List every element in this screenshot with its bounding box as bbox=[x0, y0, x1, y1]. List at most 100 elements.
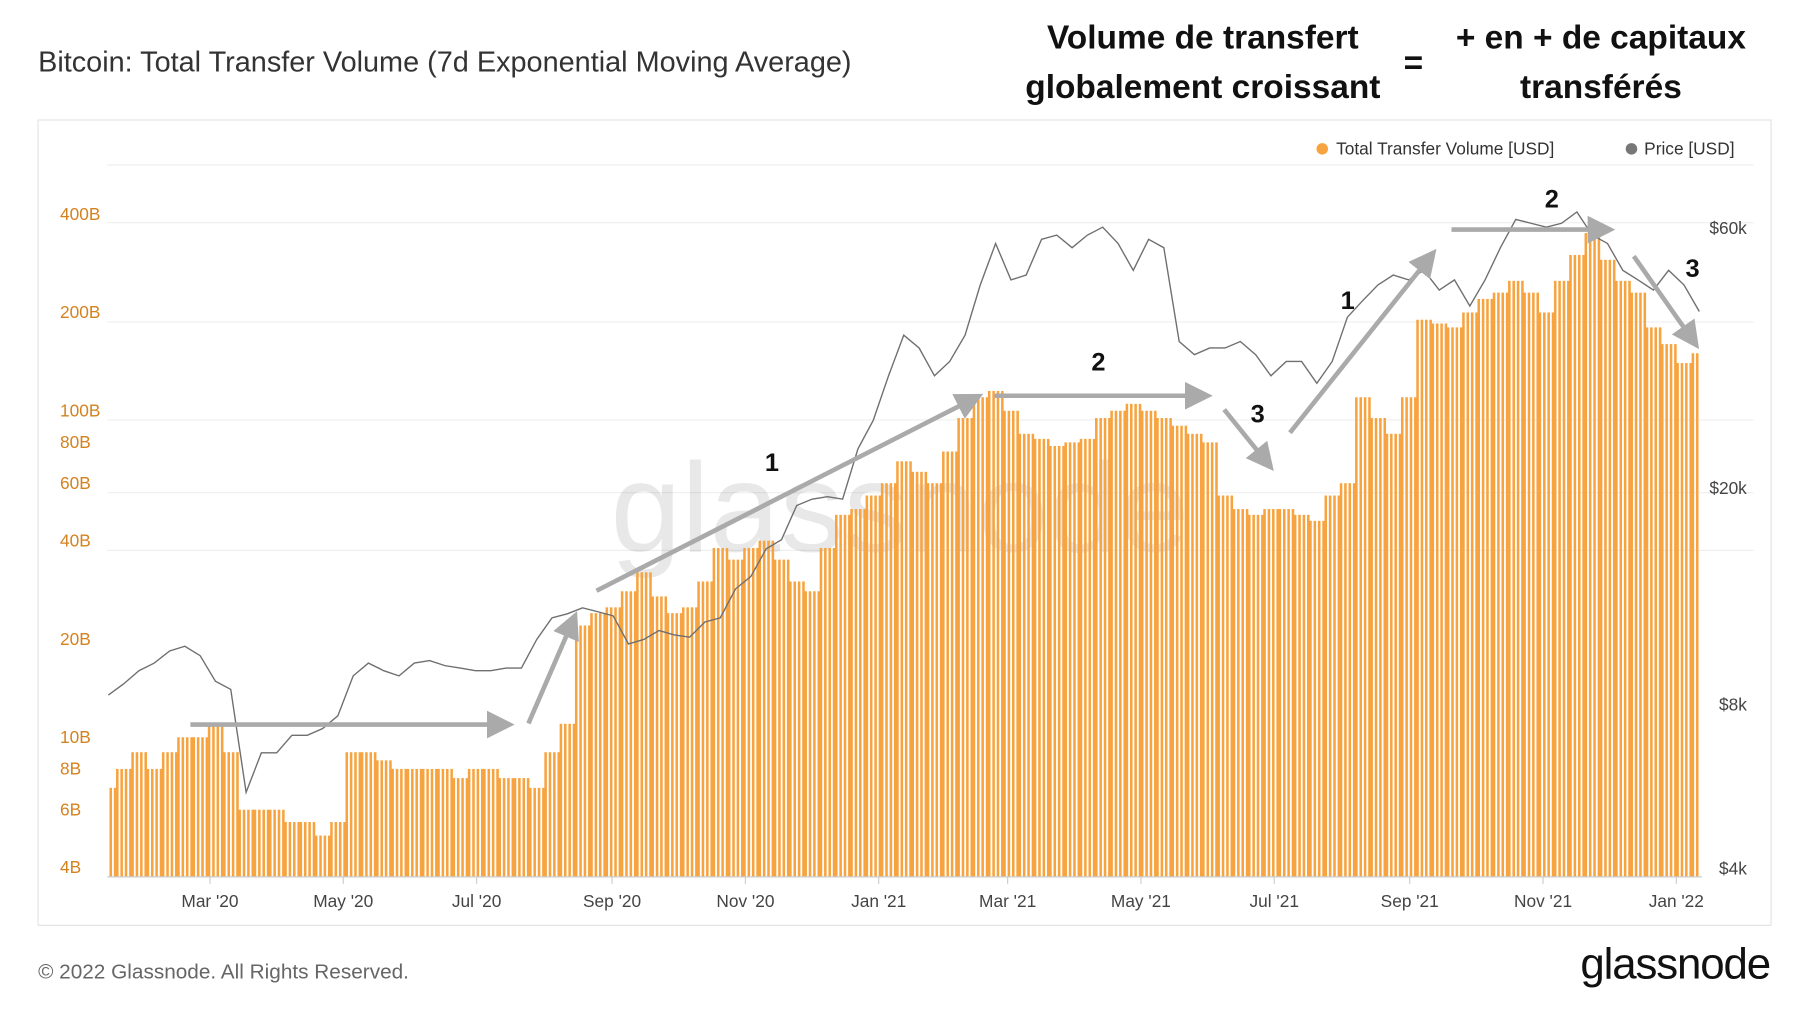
volume-bar bbox=[1099, 418, 1102, 877]
volume-bar bbox=[1199, 433, 1203, 877]
volume-bar bbox=[293, 822, 296, 877]
volume-bar bbox=[319, 835, 322, 877]
volume-bar bbox=[1049, 445, 1052, 877]
volume-bar bbox=[135, 752, 139, 877]
volume-bar bbox=[1221, 495, 1225, 877]
legend-volume-label[interactable]: Total Transfer Volume [USD] bbox=[1336, 139, 1554, 159]
volume-bar bbox=[461, 778, 464, 877]
volume-bar bbox=[1333, 495, 1336, 877]
volume-bar bbox=[1582, 254, 1585, 877]
volume-bar bbox=[411, 768, 414, 877]
volume-bar bbox=[511, 778, 515, 877]
volume-bar bbox=[651, 596, 654, 877]
volume-bar bbox=[266, 809, 270, 877]
volume-bar bbox=[590, 613, 593, 877]
legend-price-dot bbox=[1625, 143, 1638, 155]
volume-bar bbox=[1416, 319, 1419, 877]
volume-bar bbox=[987, 390, 991, 877]
volume-bar bbox=[942, 451, 945, 877]
volume-bar bbox=[223, 752, 226, 877]
volume-bar bbox=[242, 809, 246, 877]
volume-bar bbox=[1451, 327, 1454, 877]
volume-bar bbox=[664, 596, 668, 877]
volume-bar bbox=[253, 809, 257, 877]
volume-bar bbox=[542, 787, 545, 877]
x-tick-label: Jul '20 bbox=[452, 891, 501, 911]
volume-bar bbox=[1206, 442, 1210, 877]
volume-bar bbox=[824, 547, 827, 877]
volume-bar bbox=[966, 418, 969, 877]
volume-bar bbox=[568, 723, 571, 877]
volume-bar bbox=[327, 835, 331, 877]
volume-bar bbox=[1440, 323, 1443, 877]
trend-arrow bbox=[1288, 248, 1437, 435]
volume-bar bbox=[572, 723, 576, 877]
volume-bar bbox=[758, 540, 762, 877]
volume-bar bbox=[640, 572, 644, 877]
volume-bar bbox=[1202, 442, 1205, 877]
volume-bar bbox=[636, 572, 639, 877]
volume-bar bbox=[1053, 445, 1057, 877]
volume-bar bbox=[185, 737, 189, 877]
volume-bar bbox=[603, 613, 606, 877]
volume-bar bbox=[736, 559, 740, 877]
volume-bar bbox=[1154, 410, 1157, 877]
volume-bar bbox=[465, 778, 469, 877]
volume-bar bbox=[476, 768, 480, 877]
volume-bar bbox=[1665, 344, 1668, 877]
volume-bar bbox=[345, 752, 349, 877]
volume-bar bbox=[618, 607, 622, 877]
volume-bar bbox=[526, 778, 530, 877]
y-left-tick-label: 100B bbox=[60, 401, 100, 421]
volume-bar bbox=[1175, 425, 1179, 877]
volume-bar bbox=[419, 768, 423, 877]
volume-bar bbox=[727, 559, 731, 877]
volume-bar bbox=[1643, 292, 1647, 877]
volume-bar bbox=[1363, 397, 1367, 877]
volume-bar bbox=[828, 547, 831, 877]
volume-bar bbox=[1689, 363, 1692, 877]
volume-bar bbox=[1543, 312, 1546, 877]
volume-bar bbox=[1180, 425, 1183, 877]
volume-bar bbox=[140, 752, 143, 877]
volume-bar bbox=[1313, 520, 1317, 877]
volume-bar bbox=[1245, 509, 1249, 877]
volume-bar bbox=[1298, 514, 1301, 877]
volume-bar bbox=[480, 768, 484, 877]
volume-bar bbox=[247, 809, 250, 877]
volume-bar bbox=[880, 483, 884, 877]
volume-bar bbox=[655, 596, 659, 877]
volume-bar bbox=[181, 737, 185, 877]
volume-bar bbox=[1409, 397, 1413, 877]
volume-bar bbox=[1623, 280, 1627, 877]
volume-bar bbox=[889, 483, 893, 877]
volume-bar bbox=[559, 723, 563, 877]
volume-bar bbox=[1263, 509, 1266, 877]
y-left-tick-label: 10B bbox=[60, 727, 91, 747]
volume-bar bbox=[915, 471, 919, 877]
volume-bar bbox=[924, 471, 928, 877]
volume-bar bbox=[441, 768, 445, 877]
volume-bar bbox=[1169, 418, 1172, 877]
volume-bar bbox=[939, 483, 943, 877]
volume-bar bbox=[1508, 280, 1511, 877]
volume-bar bbox=[1680, 363, 1684, 877]
volume-bar bbox=[155, 768, 158, 877]
volume-bar bbox=[660, 596, 663, 877]
volume-bar bbox=[1523, 292, 1526, 877]
annotation-label: 3 bbox=[1251, 400, 1265, 428]
trend-arrow bbox=[1222, 408, 1274, 472]
legend-price-label[interactable]: Price [USD] bbox=[1644, 139, 1734, 159]
volume-bar bbox=[483, 768, 486, 877]
volume-bar bbox=[1210, 442, 1214, 877]
volume-bar bbox=[782, 559, 786, 877]
volume-bar bbox=[1322, 520, 1325, 877]
volume-bar bbox=[1130, 403, 1133, 877]
volume-bar bbox=[537, 787, 541, 877]
volume-bar bbox=[1691, 353, 1695, 877]
volume-bar bbox=[1628, 280, 1631, 877]
volume-bar bbox=[725, 547, 729, 877]
volume-bar bbox=[1057, 445, 1061, 877]
volume-bar bbox=[904, 461, 908, 877]
